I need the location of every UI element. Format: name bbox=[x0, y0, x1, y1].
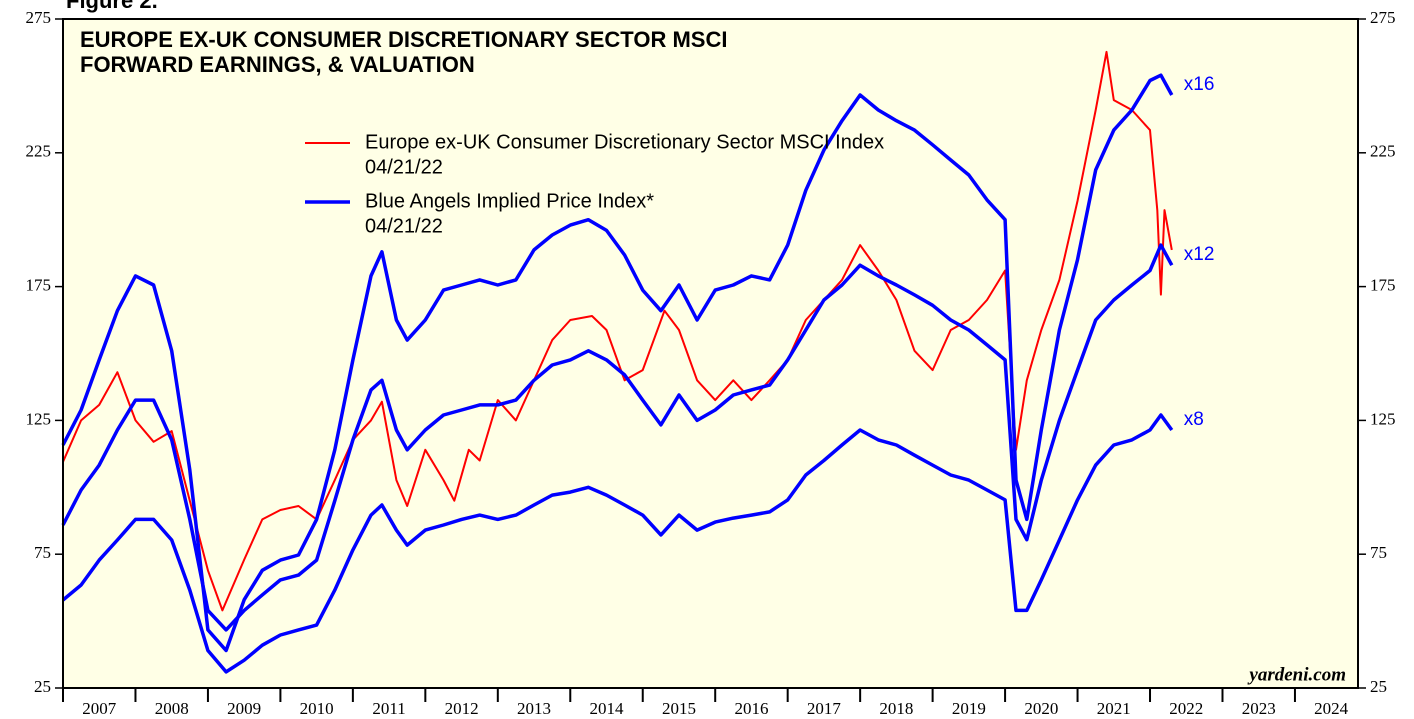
x-tick-label: 2011 bbox=[372, 699, 405, 718]
x-tick-label: 2022 bbox=[1169, 699, 1203, 718]
y-tick-label: 25 bbox=[34, 677, 51, 696]
line-label: x16 bbox=[1184, 74, 1215, 95]
x-tick-label: 2016 bbox=[734, 699, 768, 718]
x-tick-label: 2009 bbox=[227, 699, 261, 718]
x-tick-label: 2015 bbox=[662, 699, 696, 718]
y-tick-label: 125 bbox=[26, 409, 52, 428]
x-tick-label: 2013 bbox=[517, 699, 551, 718]
series-line bbox=[61, 73, 1174, 653]
y2-tick-label: 225 bbox=[1370, 142, 1396, 161]
y-tick-label: 275 bbox=[26, 8, 52, 27]
series-line bbox=[61, 243, 1174, 632]
x-tick-label: 2012 bbox=[445, 699, 479, 718]
plot-frame bbox=[62, 18, 1359, 689]
x-tick-label: 2008 bbox=[155, 699, 189, 718]
plot-background bbox=[63, 19, 1358, 688]
legend-label: Europe ex-UK Consumer Discretionary Sect… bbox=[365, 131, 884, 153]
y-tick-label: 175 bbox=[26, 276, 52, 295]
y-tick-label: 225 bbox=[26, 142, 52, 161]
plot-area bbox=[63, 19, 1358, 688]
legend-label: Blue Angels Implied Price Index* bbox=[365, 190, 654, 212]
x-tick-label: 2018 bbox=[879, 699, 913, 718]
y2-tick-label: 25 bbox=[1370, 677, 1387, 696]
x-tick-label: 2023 bbox=[1242, 699, 1276, 718]
line-label: x12 bbox=[1184, 244, 1215, 265]
source: yardeni.com bbox=[1247, 664, 1346, 685]
chart-title: FORWARD EARNINGS, & VALUATION bbox=[80, 52, 475, 77]
y2-tick-label: 175 bbox=[1370, 276, 1396, 295]
y2-tick-label: 75 bbox=[1370, 543, 1387, 562]
series-line bbox=[62, 50, 1173, 612]
x-tick-label: 2017 bbox=[807, 699, 842, 718]
legend-date: 04/21/22 bbox=[365, 156, 443, 178]
lines bbox=[61, 50, 1174, 674]
x-tick-label: 2007 bbox=[82, 699, 117, 718]
legend-date: 04/21/22 bbox=[365, 215, 443, 237]
x-tick-label: 2021 bbox=[1097, 699, 1131, 718]
chart-title: EUROPE EX-UK CONSUMER DISCRETIONARY SECT… bbox=[80, 27, 727, 52]
line-label: x8 bbox=[1184, 409, 1204, 430]
x-tick-label: 2019 bbox=[952, 699, 986, 718]
y-tick-label: 75 bbox=[34, 543, 51, 562]
x-tick-label: 2010 bbox=[300, 699, 334, 718]
series-line bbox=[61, 413, 1174, 674]
y2-tick-label: 125 bbox=[1370, 409, 1396, 428]
axes: 25 75 125 175 225 275 25 75 125 175 225 275 2007 2008… bbox=[26, 8, 1396, 718]
x-tick-label: 2020 bbox=[1024, 699, 1058, 718]
x-tick-label: 2024 bbox=[1314, 699, 1349, 718]
figure-label: Figure 2. bbox=[66, 0, 158, 13]
y2-tick-label: 275 bbox=[1370, 8, 1396, 27]
x-tick-label: 2014 bbox=[590, 699, 625, 718]
